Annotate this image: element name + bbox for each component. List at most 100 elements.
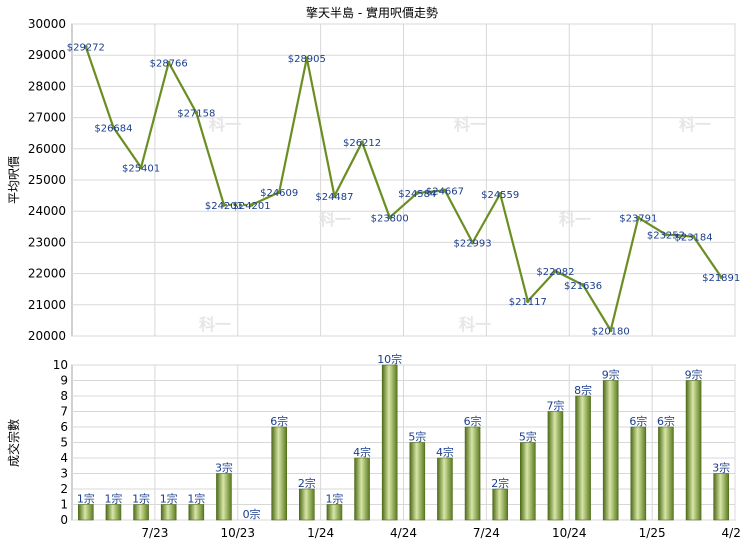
price-point[interactable] bbox=[719, 275, 723, 279]
price-line-segment bbox=[582, 284, 612, 331]
price-point[interactable] bbox=[84, 44, 88, 49]
transactions-axis-label: 成交宗數 bbox=[6, 419, 21, 467]
price-point[interactable] bbox=[166, 60, 171, 65]
price-point[interactable] bbox=[387, 215, 392, 220]
price-point[interactable] bbox=[305, 56, 309, 60]
transactions-bar-label: 10宗 bbox=[377, 352, 402, 366]
price-tick-label: 23000 bbox=[28, 235, 66, 249]
price-data-label: $23252 bbox=[647, 231, 685, 242]
transactions-bar[interactable] bbox=[630, 426, 647, 521]
price-point[interactable] bbox=[470, 240, 475, 245]
transactions-bar[interactable] bbox=[381, 364, 398, 521]
transactions-bar[interactable] bbox=[547, 411, 564, 521]
transactions-bar[interactable] bbox=[464, 426, 481, 521]
transactions-tick-label: 5 bbox=[60, 436, 68, 450]
price-data-label: $24667 bbox=[426, 186, 464, 197]
price-point[interactable] bbox=[526, 299, 530, 303]
price-point[interactable] bbox=[636, 215, 641, 220]
transactions-bar-label: 3宗 bbox=[215, 461, 233, 475]
transactions-bar[interactable] bbox=[520, 442, 536, 521]
watermark: 科一 bbox=[559, 210, 591, 229]
price-data-label: $29272 bbox=[67, 43, 105, 54]
price-tick-label: 29000 bbox=[28, 48, 66, 62]
price-tick-label: 27000 bbox=[28, 111, 66, 125]
price-line-segment bbox=[665, 233, 694, 238]
transactions-bar-label: 1宗 bbox=[77, 492, 95, 506]
x-tick-label: 10/24 bbox=[552, 526, 587, 540]
transactions-bar-label: 9宗 bbox=[602, 368, 620, 382]
transactions-bar-label: 1宗 bbox=[132, 492, 150, 506]
watermark: 科一 bbox=[459, 315, 491, 334]
transactions-bar[interactable] bbox=[105, 504, 122, 521]
transactions-bar[interactable] bbox=[133, 504, 149, 521]
price-data-label: $26684 bbox=[94, 123, 132, 134]
transactions-bar[interactable] bbox=[437, 457, 453, 521]
transactions-bar-label: 7宗 bbox=[546, 399, 564, 413]
x-tick-label: 10/23 bbox=[220, 526, 255, 540]
price-line-segment bbox=[333, 141, 364, 197]
transactions-bar[interactable] bbox=[188, 504, 205, 521]
x-tick-label: 7/23 bbox=[141, 526, 168, 540]
transactions-bar[interactable] bbox=[685, 380, 702, 521]
price-tick-label: 22000 bbox=[28, 267, 66, 281]
price-point[interactable] bbox=[581, 283, 585, 287]
price-point[interactable] bbox=[360, 140, 364, 144]
price-line-segment bbox=[417, 189, 446, 195]
price-line-segment bbox=[609, 217, 640, 331]
x-tick-label: 7/24 bbox=[473, 526, 500, 540]
x-tick-label: 1/24 bbox=[307, 526, 334, 540]
transactions-bar-label: 1宗 bbox=[325, 492, 343, 506]
transactions-bar[interactable] bbox=[216, 473, 232, 521]
price-chart-panel: 20000 21000 22000 23000 24000 25000 26000 27000… bbox=[28, 17, 740, 343]
transactions-bar[interactable] bbox=[299, 488, 315, 521]
price-data-label: $24609 bbox=[260, 188, 298, 199]
price-data-label: $24487 bbox=[315, 192, 353, 203]
price-data-label: $24201 bbox=[205, 201, 243, 212]
transactions-bar-label: 1宗 bbox=[187, 492, 205, 506]
price-tick-label: 25000 bbox=[28, 173, 66, 187]
transactions-bar-label: 5宗 bbox=[408, 430, 426, 444]
price-tick-label: 30000 bbox=[28, 17, 66, 31]
transactions-bar[interactable] bbox=[575, 395, 591, 521]
transactions-bar[interactable] bbox=[160, 504, 177, 521]
price-point[interactable] bbox=[332, 194, 337, 198]
transactions-bar[interactable] bbox=[354, 457, 370, 521]
price-point[interactable] bbox=[111, 125, 116, 130]
price-data-label: $28766 bbox=[150, 59, 188, 70]
transactions-bar[interactable] bbox=[271, 426, 287, 521]
price-point[interactable] bbox=[139, 165, 143, 170]
transactions-bar[interactable] bbox=[409, 442, 426, 521]
price-point[interactable] bbox=[664, 232, 668, 237]
price-point[interactable] bbox=[553, 269, 558, 273]
transactions-bar-label: 1宗 bbox=[160, 492, 178, 506]
transactions-bar-label: 6宗 bbox=[464, 414, 482, 428]
price-point[interactable] bbox=[415, 191, 420, 195]
price-point[interactable] bbox=[443, 188, 447, 193]
price-point[interactable] bbox=[691, 234, 696, 239]
transactions-bar-label: 3宗 bbox=[712, 461, 730, 475]
price-point[interactable] bbox=[277, 190, 281, 194]
price-data-label: $28905 bbox=[288, 54, 326, 65]
transactions-bar[interactable] bbox=[326, 504, 343, 521]
transactions-bar[interactable] bbox=[602, 380, 619, 521]
transactions-bar[interactable] bbox=[713, 473, 729, 521]
price-point[interactable] bbox=[249, 203, 254, 207]
x-tick-label: 1/25 bbox=[639, 526, 666, 540]
transactions-tick-label: 8 bbox=[60, 389, 68, 403]
price-point[interactable] bbox=[194, 110, 199, 115]
transactions-bar[interactable] bbox=[78, 504, 94, 521]
transactions-tick-label: 1 bbox=[60, 498, 68, 512]
watermark: 科一 bbox=[319, 210, 351, 229]
price-line-segment bbox=[637, 216, 667, 236]
transactions-bar-label: 6宗 bbox=[629, 414, 647, 428]
price-line-segment bbox=[692, 236, 723, 278]
price-line-segment bbox=[112, 126, 142, 169]
price-line-segment bbox=[139, 62, 170, 168]
price-tick-label: 20000 bbox=[28, 329, 66, 343]
price-data-label: $20180 bbox=[592, 326, 630, 337]
price-point[interactable] bbox=[608, 328, 613, 333]
price-point[interactable] bbox=[222, 203, 226, 207]
price-point[interactable] bbox=[498, 191, 502, 196]
transactions-bar[interactable] bbox=[492, 488, 508, 521]
transactions-bar[interactable] bbox=[658, 426, 674, 521]
